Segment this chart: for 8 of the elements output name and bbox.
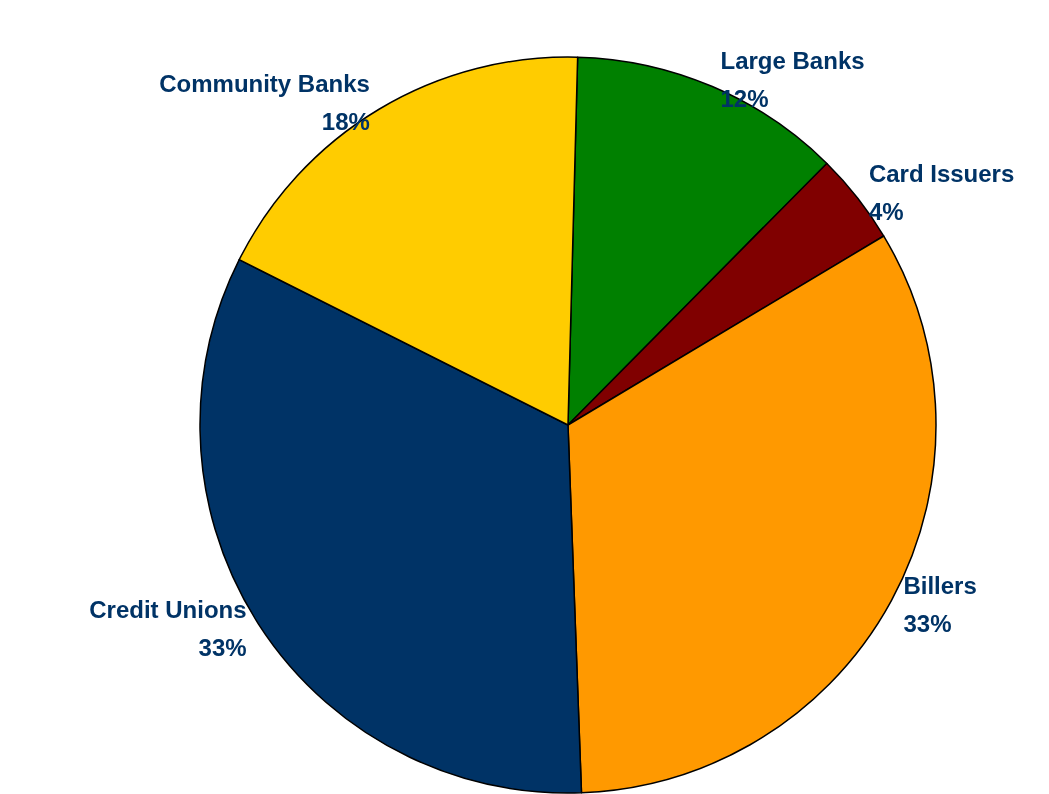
data-label: 33%: [903, 609, 952, 637]
slice-label: Community Banks: [159, 69, 370, 97]
slice-label: Card Issuers: [868, 160, 1015, 188]
slice-label: Billers: [903, 571, 977, 599]
data-label: 33%: [198, 633, 247, 661]
slice-label: Large Banks: [720, 46, 865, 74]
data-label: 4%: [868, 198, 904, 226]
slice-label: Credit Unions: [89, 595, 247, 623]
